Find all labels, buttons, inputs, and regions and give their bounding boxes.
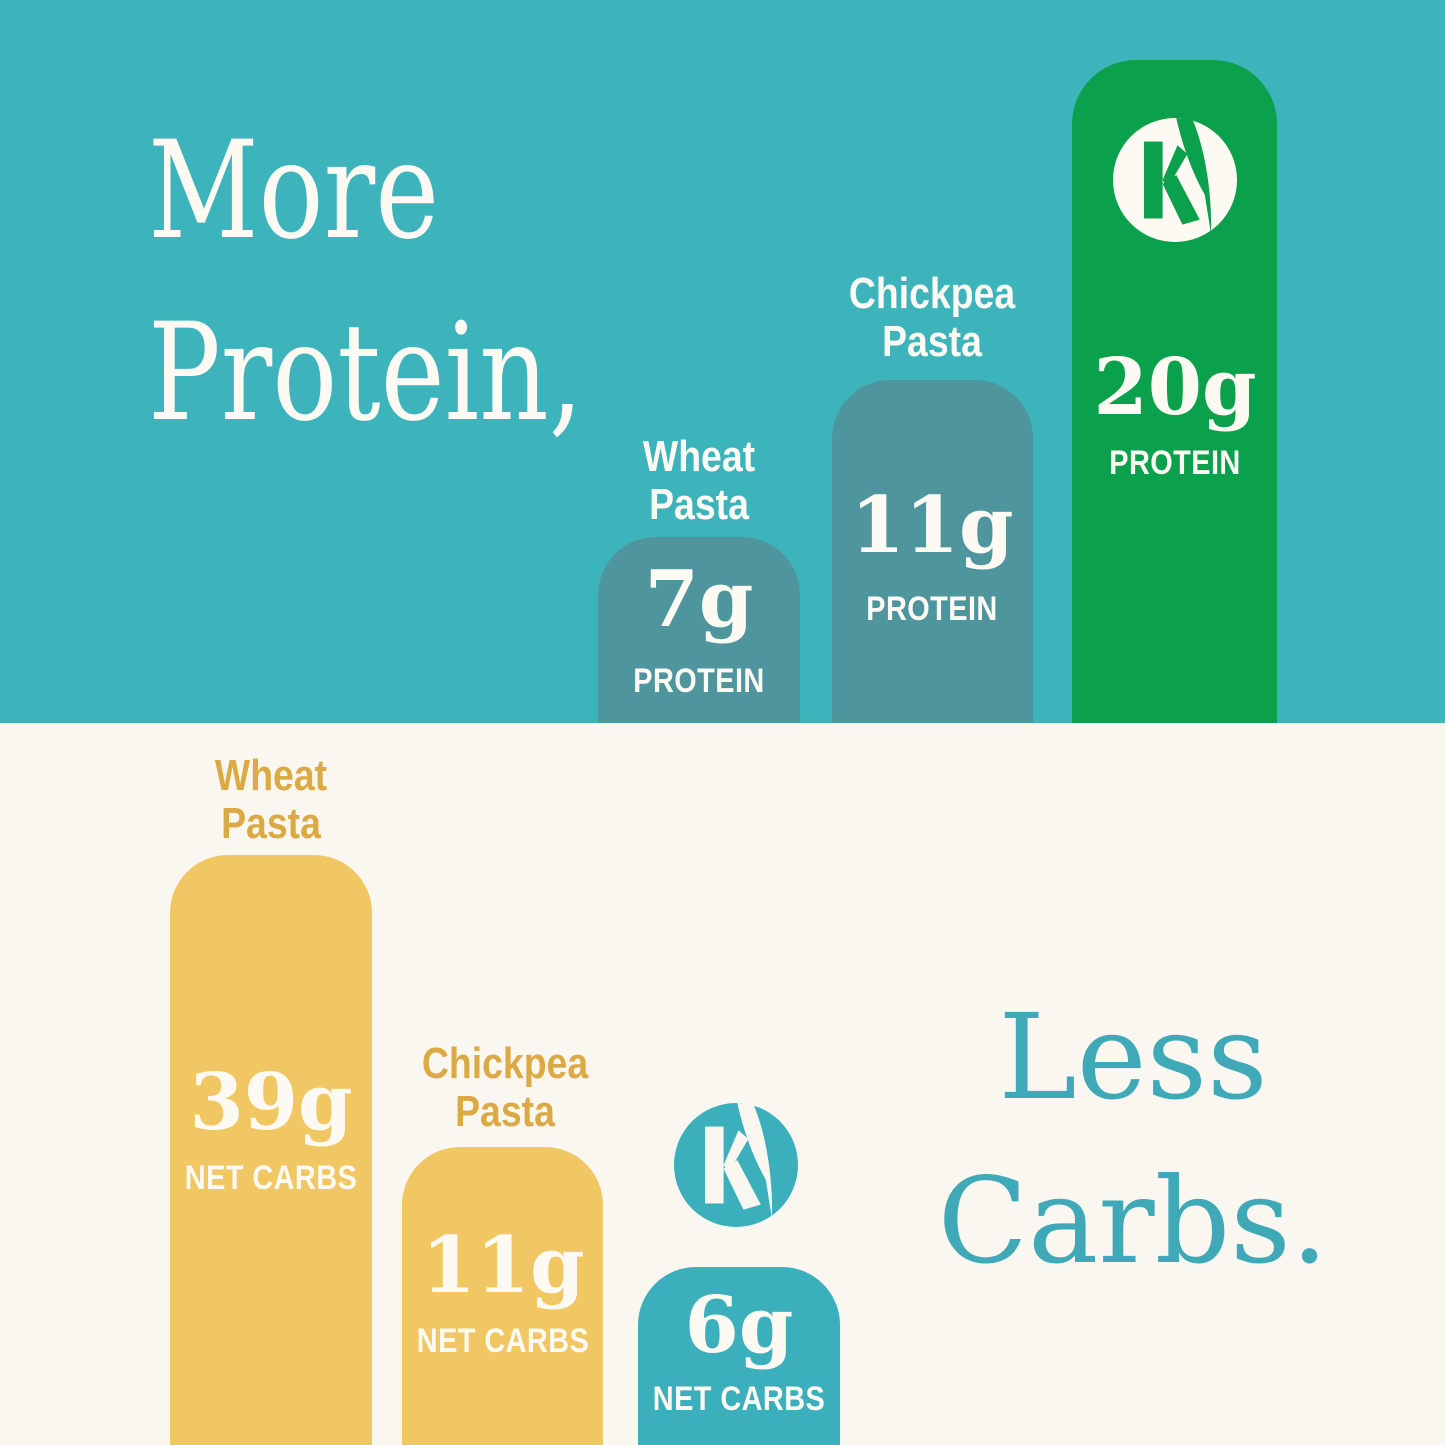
wheat-protein-unit: PROTEIN [633,662,765,700]
protein-heading-line1: More [148,112,440,269]
brand-carbs-value: 6g [684,1280,794,1371]
chickpea-protein-unit: PROTEIN [866,590,998,628]
chickpea-carbs-label-line1: Chickpea [421,1039,589,1088]
chickpea-carbs-bar [402,1147,603,1445]
wheat-carbs-label-line1: Wheat [214,751,328,800]
brand-carbs-unit: NET CARBS [652,1380,826,1418]
carbs-heading-line2: Carbs. [937,1152,1329,1290]
wheat-protein-bar [598,537,800,723]
wheat-protein-bar-label: Wheat Pasta [643,433,755,529]
chickpea-protein-bar-label: Chickpea Pasta [849,270,1015,366]
wheat-carbs-unit: NET CARBS [184,1159,358,1197]
chickpea-protein-value: 11g [850,480,1014,571]
wheat-protein-label-line1: Wheat [642,432,756,481]
protein-heading-line2: Protein, [148,294,584,451]
wheat-carbs-bar [170,855,372,1445]
wheat-carbs-bar-label: Wheat Pasta [215,752,327,848]
brand-protein-unit: PROTEIN [1109,444,1241,482]
chickpea-carbs-value: 11g [421,1220,585,1311]
brand-protein-value: 20g [1093,342,1257,433]
carbs-heading-line1: Less [998,988,1268,1126]
chickpea-protein-label-line1: Chickpea [848,269,1016,318]
chickpea-carbs-unit: NET CARBS [416,1322,590,1360]
chickpea-carbs-bar-label: Chickpea Pasta [422,1040,588,1136]
brand-carbs-bar [638,1267,840,1445]
protein-heading: More Protein, [148,100,583,464]
wheat-protein-value: 7g [644,554,754,645]
carbs-heading: Less Carbs. [938,975,1329,1303]
wheat-carbs-value: 39g [189,1057,353,1148]
wheat-carbs-label-line2: Pasta [221,799,321,848]
chickpea-protein-label-line2: Pasta [882,317,982,366]
chickpea-carbs-label-line2: Pasta [455,1087,555,1136]
brand-k-logo-icon [1113,118,1237,242]
wheat-protein-label-line2: Pasta [649,480,749,529]
brand-k-logo-icon [674,1103,798,1227]
chickpea-protein-bar [832,380,1033,723]
